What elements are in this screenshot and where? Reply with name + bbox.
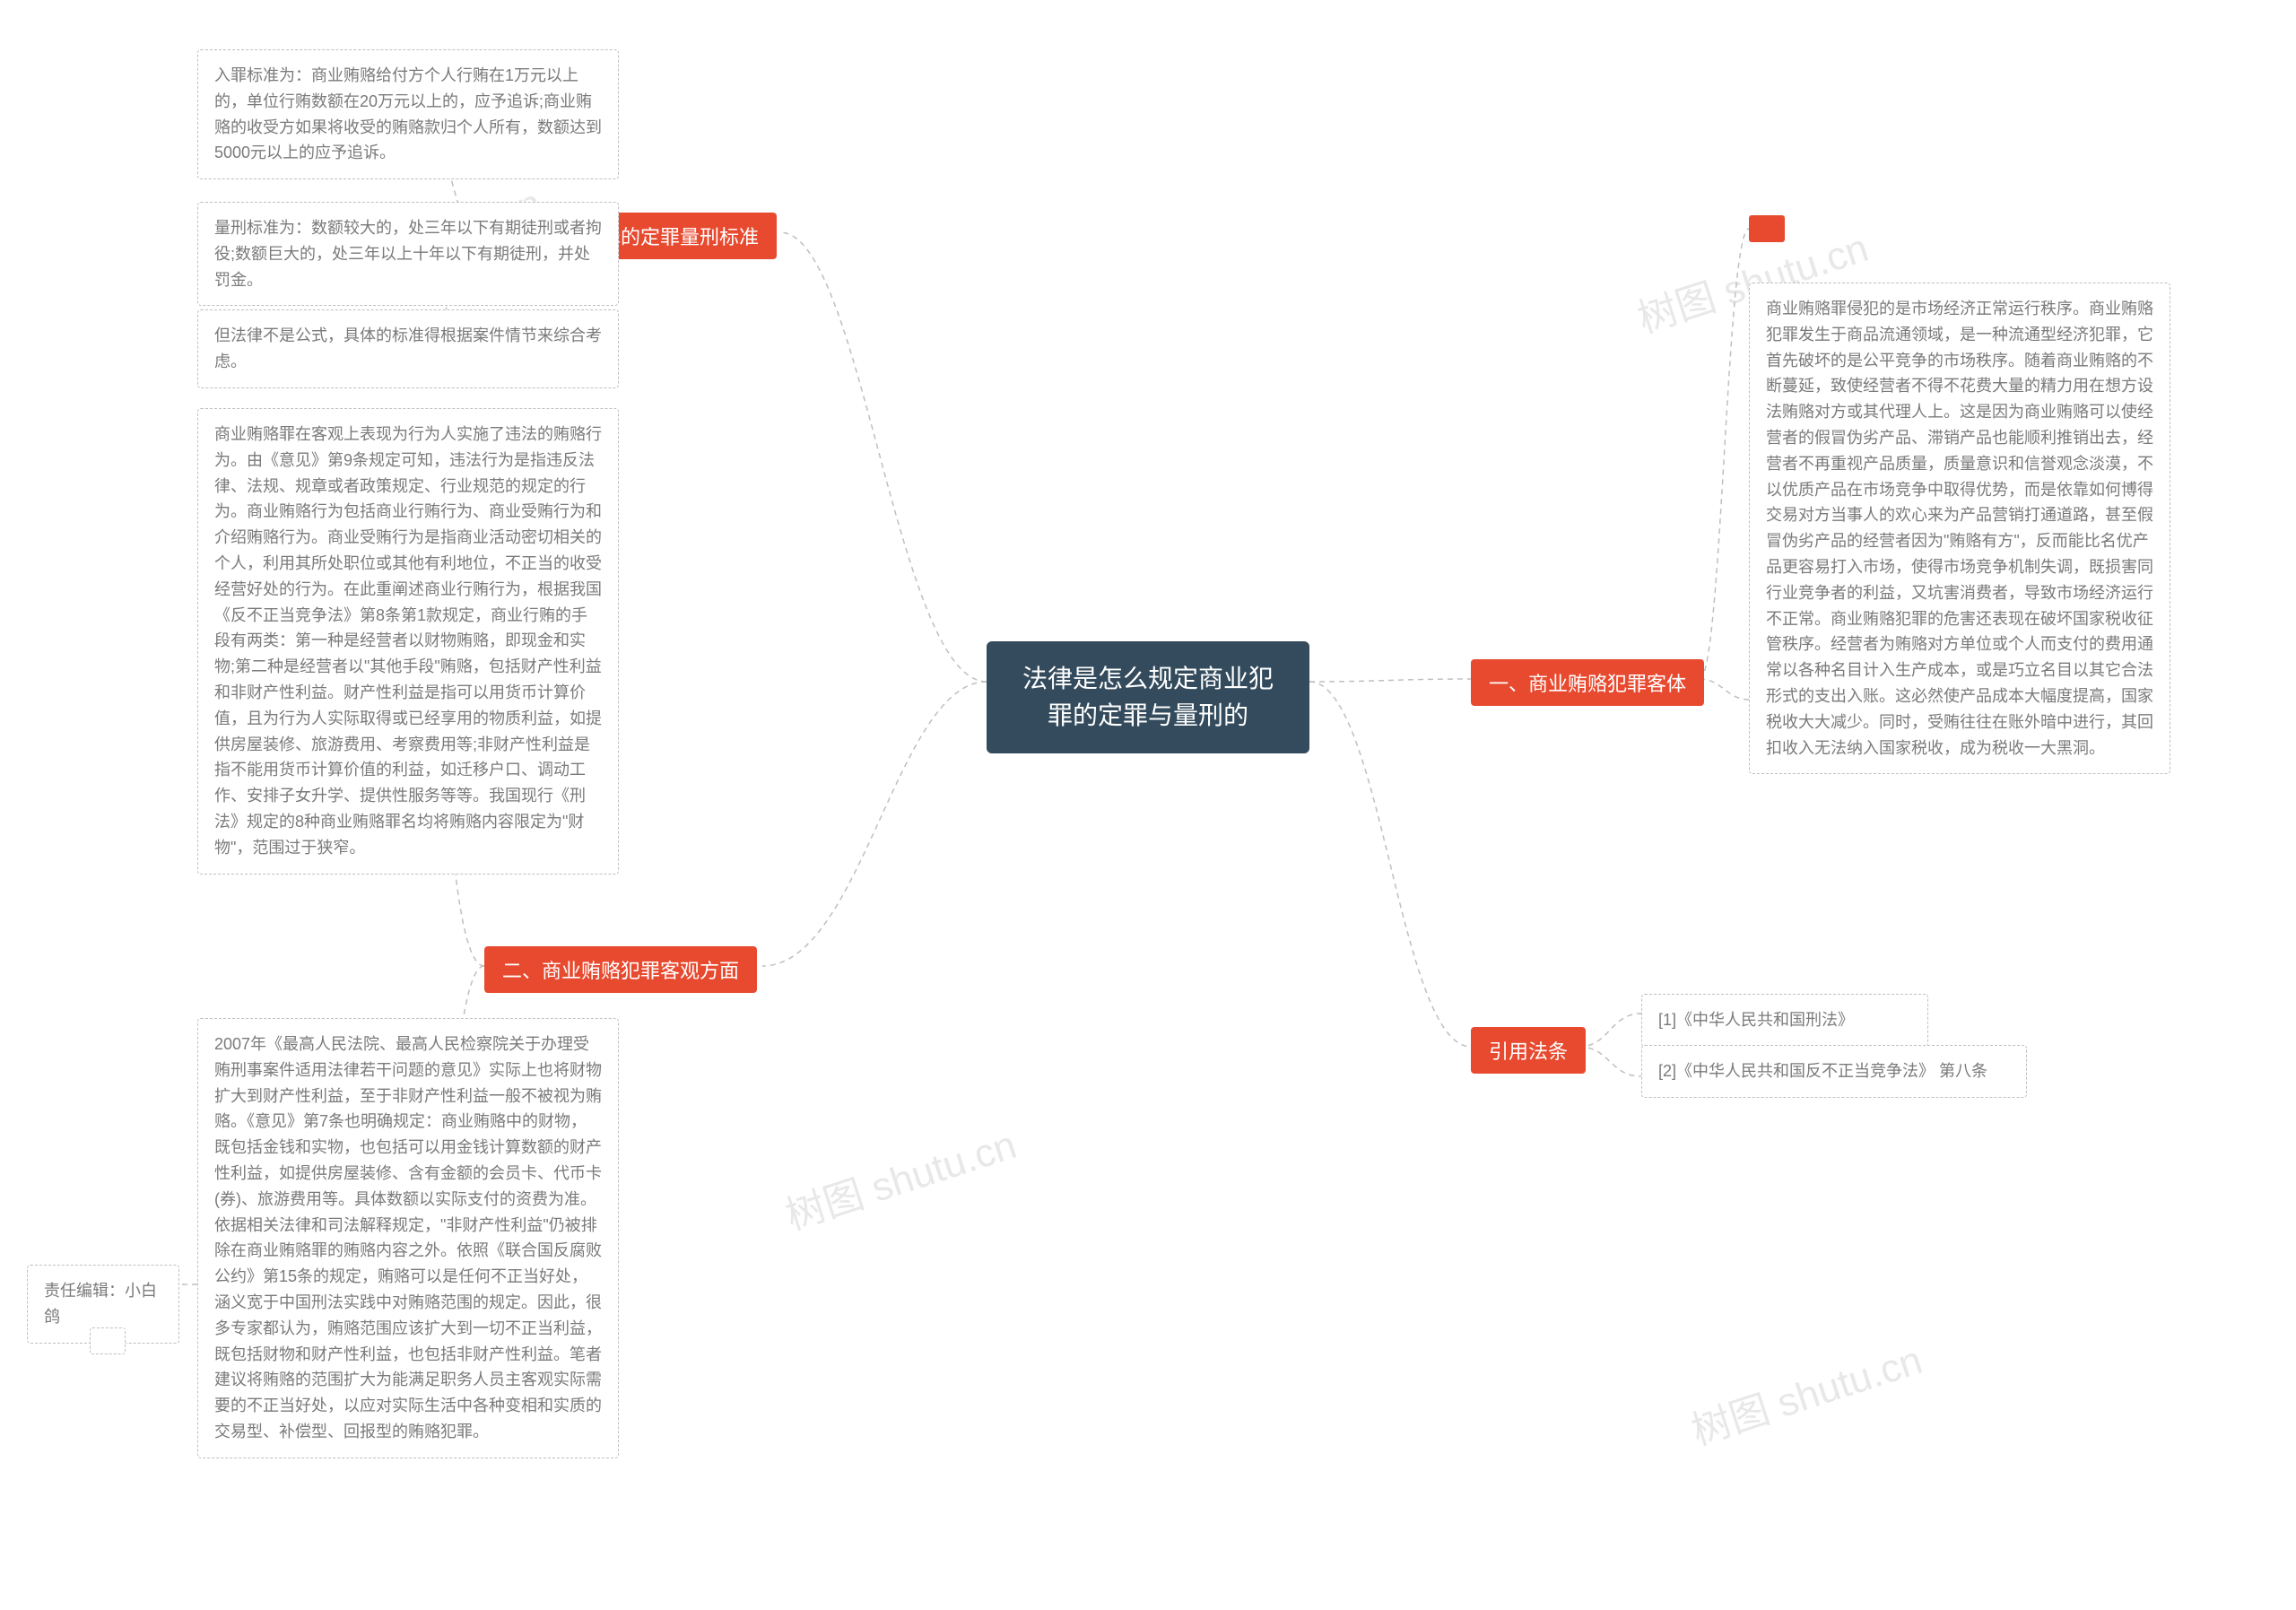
- watermark: 树图 shutu.cn: [1683, 1327, 1928, 1456]
- leaf-text: 量刑标准为：数额较大的，处三年以下有期徒刑或者拘役;数额巨大的，处三年以上十年以…: [214, 219, 602, 289]
- leaf-objective-detail-1[interactable]: 商业贿赂罪在客观上表现为行为人实施了违法的贿赂行为。由《意见》第9条规定可知，违…: [197, 408, 619, 875]
- leaf-law-not-formula[interactable]: 但法律不是公式，具体的标准得根据案件情节来综合考虑。: [197, 309, 619, 388]
- leaf-text: 商业贿赂罪在客观上表现为行为人实施了违法的贿赂行为。由《意见》第9条规定可知，违…: [214, 425, 602, 857]
- leaf-text: 责任编辑：小白鸽: [44, 1282, 157, 1326]
- leaf-text: 商业贿赂罪侵犯的是市场经济正常运行秩序。商业贿赂犯罪发生于商品流通领域，是一种流…: [1766, 300, 2153, 757]
- leaf-empty[interactable]: [90, 1327, 126, 1354]
- leaf-objective-detail-2[interactable]: 2007年《最高人民法院、最高人民检察院关于办理受贿刑事案件适用法律若干问题的意…: [197, 1018, 619, 1458]
- leaf-text: [1]《中华人民共和国刑法》: [1658, 1011, 1854, 1029]
- leaf-bribery-object-detail[interactable]: 商业贿赂罪侵犯的是市场经济正常运行秩序。商业贿赂犯罪发生于商品流通领域，是一种流…: [1749, 283, 2170, 774]
- leaf-sentencing-standard[interactable]: 量刑标准为：数额较大的，处三年以下有期徒刑或者拘役;数额巨大的，处三年以上十年以…: [197, 202, 619, 306]
- watermark: 树图 shutu.cn: [778, 1112, 1022, 1240]
- topic-bribery-object[interactable]: 一、商业贿赂犯罪客体: [1471, 659, 1704, 706]
- topic-references[interactable]: 引用法条: [1471, 1027, 1586, 1074]
- leaf-text: [2]《中华人民共和国反不正当竞争法》 第八条: [1658, 1062, 1987, 1080]
- topic-label: 二、商业贿赂犯罪客观方面: [502, 960, 739, 982]
- topic-objective-aspect[interactable]: 二、商业贿赂犯罪客观方面: [484, 946, 757, 993]
- root-title: 法律是怎么规定商业犯罪的定罪与量刑的: [1022, 665, 1274, 729]
- leaf-reference-2[interactable]: [2]《中华人民共和国反不正当竞争法》 第八条: [1641, 1045, 2027, 1098]
- topic-label: 引用法条: [1489, 1040, 1568, 1063]
- leaf-text: 2007年《最高人民法院、最高人民检察院关于办理受贿刑事案件适用法律若干问题的意…: [214, 1035, 602, 1440]
- leaf-text: 入罪标准为：商业贿赂给付方个人行贿在1万元以上的，单位行贿数额在20万元以上的，…: [214, 66, 602, 161]
- topic-label: 一、商业贿赂犯罪客体: [1489, 673, 1686, 695]
- leaf-reference-1[interactable]: [1]《中华人民共和国刑法》: [1641, 994, 1928, 1047]
- leaf-conviction-standard[interactable]: 入罪标准为：商业贿赂给付方个人行贿在1万元以上的，单位行贿数额在20万元以上的，…: [197, 49, 619, 179]
- mindmap-root[interactable]: 法律是怎么规定商业犯罪的定罪与量刑的: [987, 641, 1309, 753]
- leaf-text: 但法律不是公式，具体的标准得根据案件情节来综合考虑。: [214, 326, 602, 370]
- topic-empty[interactable]: [1749, 215, 1785, 242]
